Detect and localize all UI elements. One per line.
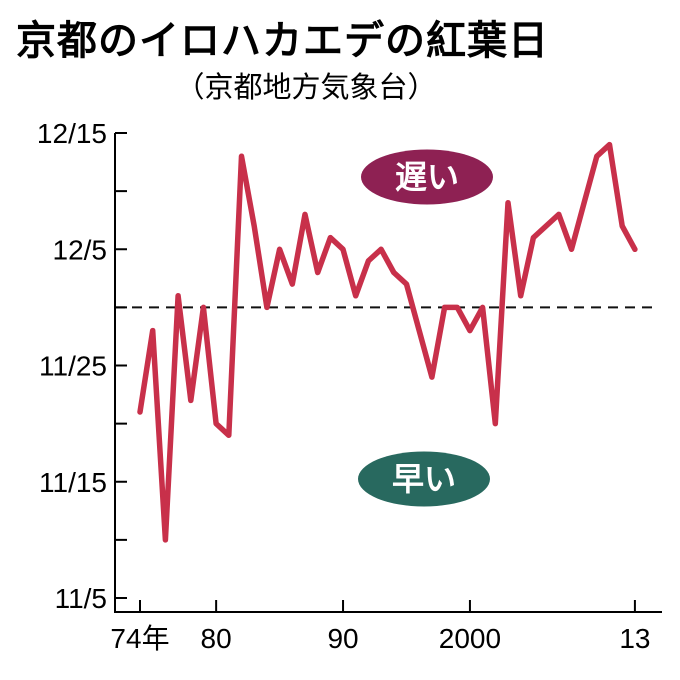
x-axis-label: 2000 <box>439 623 501 654</box>
chart-title: 京都のイロハカエデの紅葉日 <box>16 19 549 63</box>
y-axis-label: 12/15 <box>37 118 107 149</box>
x-axis-ticks: 74年 80 90 2000 13 <box>110 600 650 654</box>
x-axis-label: 90 <box>327 623 358 654</box>
y-axis-label: 11/5 <box>55 583 107 614</box>
chart-subtitle: （京都地方気象台） <box>175 72 437 104</box>
late-label: 遅い <box>395 159 459 195</box>
x-axis-label: 80 <box>201 623 232 654</box>
early-annotation: 早い <box>358 451 490 507</box>
y-axis-label: 11/25 <box>39 351 107 382</box>
early-label: 早い <box>392 461 456 497</box>
foliage-date-line <box>137 141 638 543</box>
late-annotation: 遅い <box>361 149 493 205</box>
y-axis-label: 12/5 <box>53 234 108 265</box>
y-axis-ticks: 11/5 11/15 11/25 12/5 12/15 <box>37 118 127 614</box>
y-axis-label: 11/15 <box>39 467 107 498</box>
x-axis-label: 13 <box>619 623 650 654</box>
early-oval <box>358 451 490 507</box>
late-oval <box>361 149 493 205</box>
x-axis-label: 74年 <box>110 623 169 654</box>
